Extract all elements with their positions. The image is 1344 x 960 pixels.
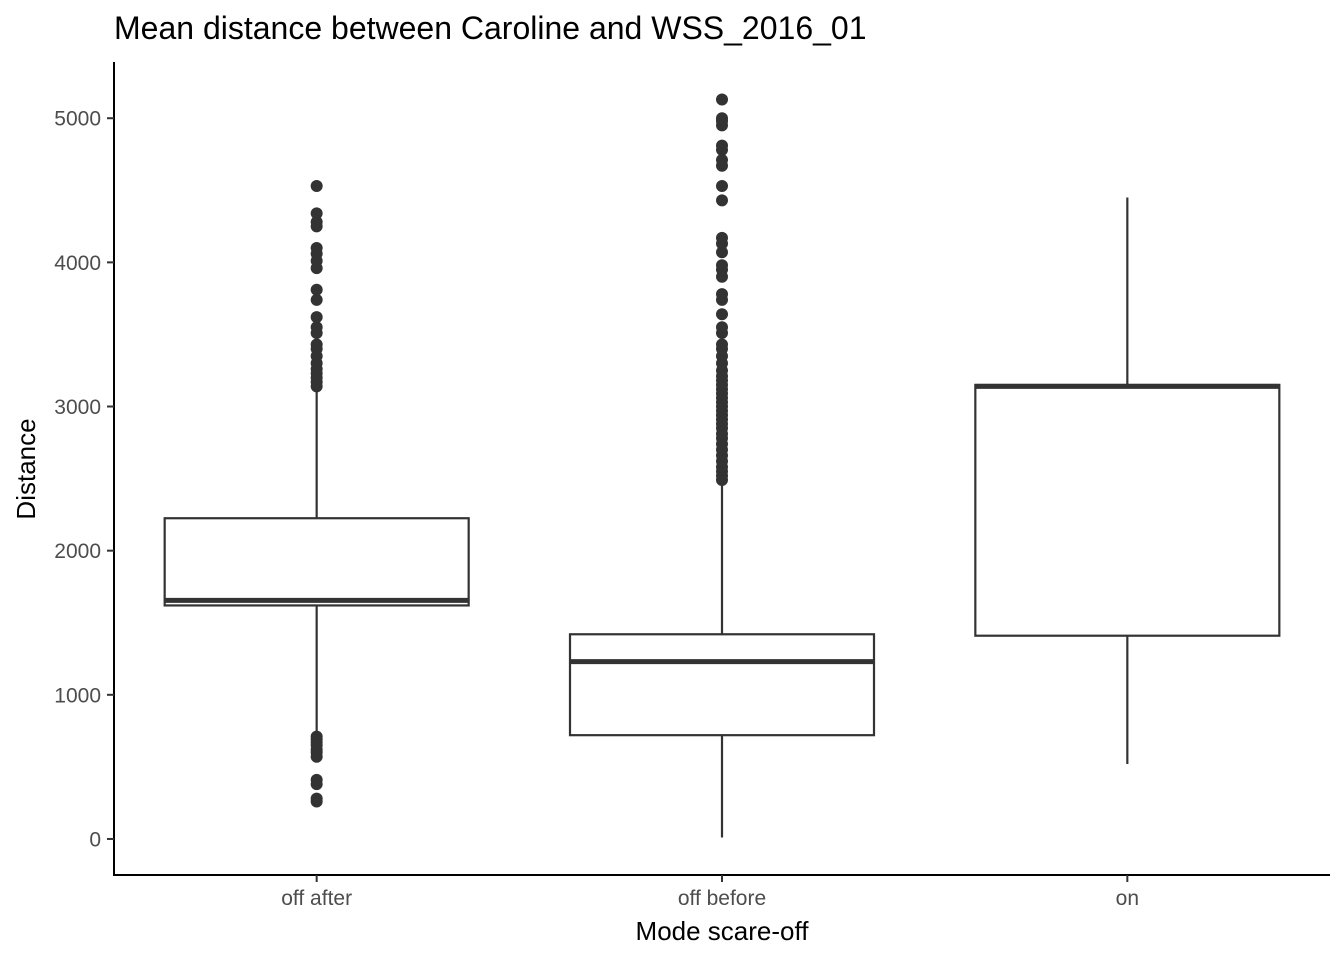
outlier-point-0-31 <box>310 207 323 220</box>
box-group-2 <box>974 197 1281 765</box>
outlier-point-1-48 <box>716 93 728 106</box>
outlier-point-0-23 <box>310 293 323 306</box>
outlier-point-1-27 <box>716 338 728 351</box>
outlier-point-0-10 <box>310 730 323 743</box>
plot-area <box>163 93 1281 838</box>
outlier-point-0-19 <box>310 338 323 351</box>
outlier-point-0-32 <box>310 179 323 192</box>
outlier-point-1-42 <box>716 154 728 167</box>
y-tick-label-3: 3000 <box>54 396 101 419</box>
outlier-point-0-21 <box>310 321 323 334</box>
box-1 <box>568 633 876 737</box>
outlier-point-1-32 <box>716 288 728 301</box>
y-axis: 0 1000 2000 3000 4000 5000 <box>54 62 115 876</box>
outlier-point-1-39 <box>716 194 728 207</box>
x-tick-label-1: off before <box>678 887 766 910</box>
outlier-point-0-24 <box>310 283 323 296</box>
box-2 <box>974 383 1281 637</box>
outlier-point-1-44 <box>716 139 728 152</box>
x-axis: off after off before on <box>113 874 1330 910</box>
y-tick-label-0: 0 <box>89 828 101 851</box>
box-group-1 <box>568 93 876 838</box>
outlier-point-0-30 <box>310 216 323 229</box>
outlier-point-0-3 <box>310 773 323 786</box>
x-axis-title: Mode scare-off <box>636 916 810 946</box>
outlier-point-1-38 <box>716 231 728 244</box>
chart-title: Mean distance between Caroline and WSS_2… <box>114 10 867 46</box>
box-group-0 <box>163 179 470 808</box>
outlier-point-1-29 <box>716 321 728 334</box>
outlier-point-1-40 <box>716 179 728 192</box>
outlier-point-0-1 <box>310 792 323 805</box>
y-tick-label-4: 4000 <box>54 252 101 275</box>
x-tick-label-0: off after <box>281 887 352 910</box>
outlier-point-1-30 <box>716 308 728 321</box>
y-axis-title: Distance <box>11 418 41 519</box>
outlier-point-1-47 <box>716 112 728 125</box>
outlier-point-0-28 <box>310 241 323 254</box>
outlier-point-1-35 <box>716 259 728 272</box>
y-tick-label-5: 5000 <box>54 108 101 131</box>
x-tick-label-2: on <box>1116 887 1139 910</box>
y-tick-label-1: 1000 <box>54 684 101 707</box>
y-tick-label-2: 2000 <box>54 540 101 563</box>
box-0 <box>163 517 470 607</box>
outlier-point-1-36 <box>716 246 728 259</box>
outlier-point-0-22 <box>310 311 323 324</box>
